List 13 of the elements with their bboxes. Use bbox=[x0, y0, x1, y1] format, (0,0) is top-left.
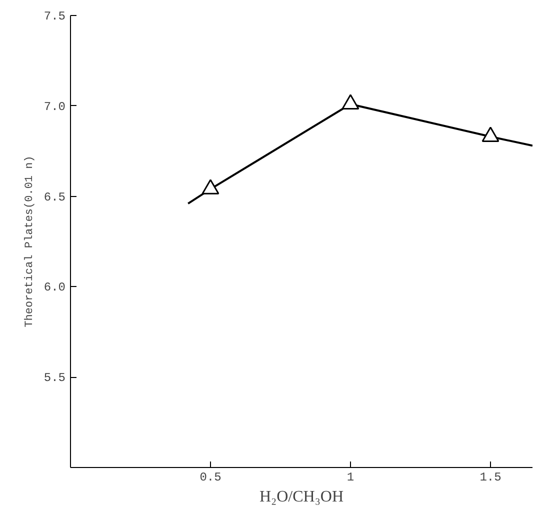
y-axis-title: Theoretical Plates(0.01 n) bbox=[24, 156, 36, 328]
y-tick-label: 5.5 bbox=[44, 371, 66, 386]
y-tick-label: 7.0 bbox=[44, 100, 66, 114]
point bbox=[482, 126, 500, 142]
y-tick-label: 6.0 bbox=[44, 280, 66, 295]
x-tick-label: 1.5 bbox=[480, 470, 502, 484]
y-tick-label: 7.5 bbox=[44, 10, 66, 24]
y-tick-label: 6.5 bbox=[44, 190, 66, 204]
x-tick-label: 1 bbox=[346, 470, 354, 484]
x-axis-title: H₂O/CH₃OH bbox=[259, 488, 344, 506]
point bbox=[202, 179, 220, 194]
point bbox=[342, 94, 360, 110]
x-tick-label: 0.5 bbox=[200, 470, 222, 484]
